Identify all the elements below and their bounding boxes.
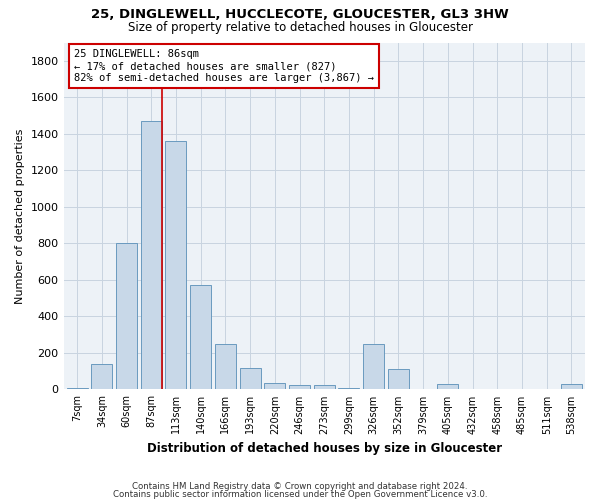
Bar bbox=[67, 388, 88, 390]
Bar bbox=[91, 364, 112, 390]
Bar bbox=[388, 370, 409, 390]
Bar bbox=[363, 344, 384, 390]
Text: 25, DINGLEWELL, HUCCLECOTE, GLOUCESTER, GL3 3HW: 25, DINGLEWELL, HUCCLECOTE, GLOUCESTER, … bbox=[91, 8, 509, 20]
Text: Contains public sector information licensed under the Open Government Licence v3: Contains public sector information licen… bbox=[113, 490, 487, 499]
Bar bbox=[289, 385, 310, 390]
Bar bbox=[338, 388, 359, 390]
Bar bbox=[265, 383, 286, 390]
X-axis label: Distribution of detached houses by size in Gloucester: Distribution of detached houses by size … bbox=[147, 442, 502, 455]
Bar bbox=[561, 384, 582, 390]
Bar bbox=[166, 141, 187, 390]
Bar bbox=[141, 121, 162, 390]
Y-axis label: Number of detached properties: Number of detached properties bbox=[15, 128, 25, 304]
Bar bbox=[437, 384, 458, 390]
Bar bbox=[190, 286, 211, 390]
Text: Contains HM Land Registry data © Crown copyright and database right 2024.: Contains HM Land Registry data © Crown c… bbox=[132, 482, 468, 491]
Text: 25 DINGLEWELL: 86sqm
← 17% of detached houses are smaller (827)
82% of semi-deta: 25 DINGLEWELL: 86sqm ← 17% of detached h… bbox=[74, 50, 374, 82]
Bar bbox=[314, 386, 335, 390]
Bar bbox=[239, 368, 260, 390]
Bar bbox=[116, 244, 137, 390]
Bar bbox=[215, 344, 236, 390]
Text: Size of property relative to detached houses in Gloucester: Size of property relative to detached ho… bbox=[128, 21, 473, 34]
